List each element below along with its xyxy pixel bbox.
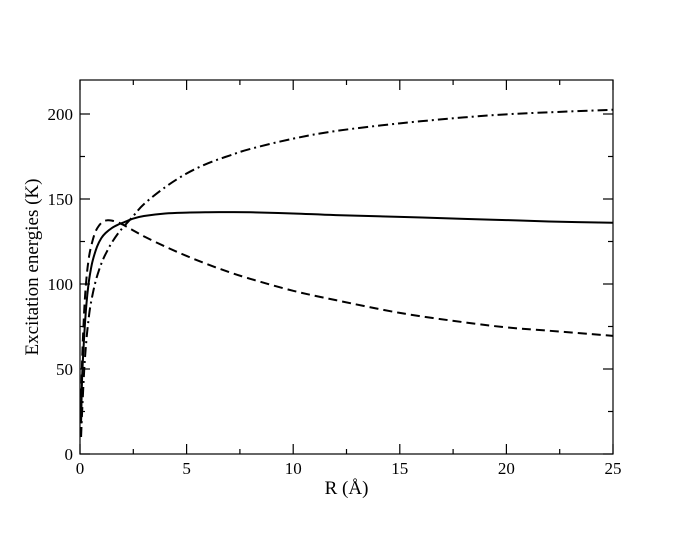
- y-tick-label: 150: [48, 190, 74, 209]
- axis-ticks: [79, 80, 614, 455]
- plot-frame: [79, 79, 614, 455]
- y-tick-label: 200: [48, 105, 74, 124]
- y-tick-label: 50: [56, 360, 73, 379]
- axis-tick-labels: 0 5 10 15 20 25 0 50 100 150 200: [48, 105, 622, 478]
- y-axis-title: Excitation energies (K): [22, 179, 43, 356]
- x-tick-label: 15: [391, 459, 408, 478]
- series-line-solid: [80, 211, 614, 424]
- series-line-dashdot: [80, 108, 614, 438]
- y-tick-label: 0: [65, 445, 74, 464]
- y-tick-label: 100: [48, 275, 74, 294]
- x-tick-label: 20: [498, 459, 515, 478]
- x-tick-label: 10: [285, 459, 302, 478]
- x-tick-label: 0: [76, 459, 85, 478]
- x-tick-label: 5: [182, 459, 191, 478]
- x-axis-title: R (Å): [325, 478, 369, 499]
- x-tick-label: 25: [605, 459, 622, 478]
- series-lines: [80, 108, 614, 438]
- series-line-dashed: [80, 219, 614, 412]
